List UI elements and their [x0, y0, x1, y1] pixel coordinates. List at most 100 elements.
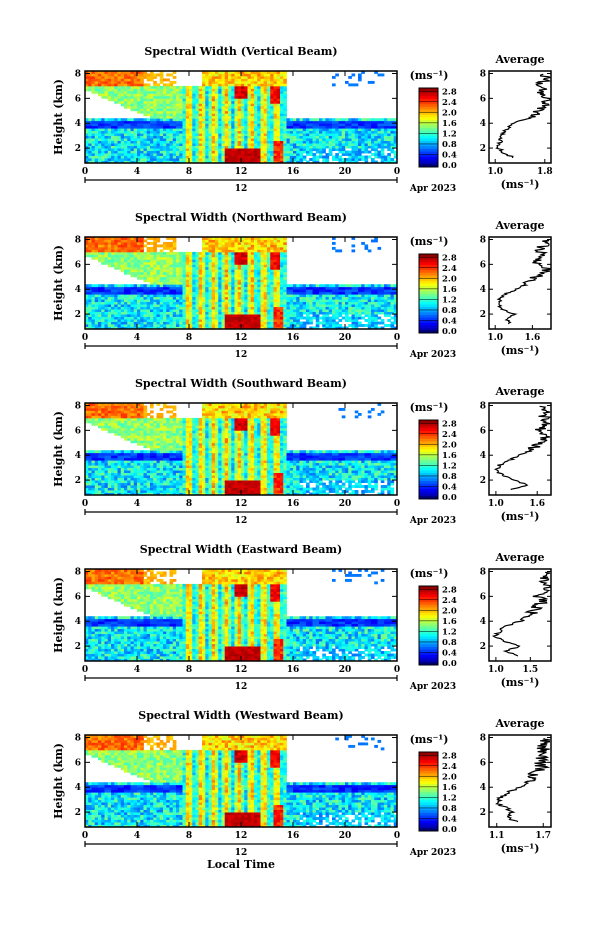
- heatmap-cell: [293, 148, 297, 151]
- heatmap-cell: [241, 244, 245, 248]
- heatmap-cell: [273, 105, 278, 109]
- heatmap-cell: [211, 306, 216, 310]
- heatmap-cell: [169, 108, 174, 112]
- heatmap-cell: [224, 88, 229, 92]
- heatmap-cell: [299, 153, 304, 156]
- heatmap-cell: [270, 239, 274, 243]
- heatmap-cell: [94, 75, 99, 79]
- heatmap-cell: [215, 143, 219, 146]
- heatmap-cell: [354, 158, 359, 161]
- heatmap-cell: [254, 130, 258, 134]
- heatmap-cell: [390, 123, 395, 127]
- heatmap-cell: [124, 261, 128, 265]
- heatmap-cell: [182, 113, 187, 117]
- heatmap-cell: [228, 306, 232, 310]
- heatmap-cell: [244, 80, 248, 84]
- heatmap-cell: [137, 148, 141, 151]
- heatmap-cell: [137, 266, 141, 270]
- heatmap-cell: [241, 246, 245, 250]
- heatmap-cell: [91, 294, 96, 298]
- heatmap-cell: [117, 93, 122, 97]
- heatmap-cell: [283, 276, 287, 280]
- heatmap-cell: [198, 304, 203, 308]
- heatmap-cell: [163, 281, 167, 285]
- heatmap-cell: [211, 158, 216, 161]
- heatmap-cell: [94, 314, 99, 317]
- heatmap-cell: [172, 150, 177, 154]
- heatmap-cell: [101, 95, 105, 99]
- heatmap-cell: [192, 138, 196, 142]
- heatmap-cell: [276, 284, 281, 288]
- heatmap-cell: [192, 108, 196, 112]
- heatmap-cell: [231, 133, 235, 137]
- heatmap-cell: [319, 138, 323, 142]
- heatmap-cell: [228, 319, 232, 322]
- heatmap-cell: [140, 123, 144, 127]
- heatmap-cell: [195, 291, 200, 295]
- heatmap-cell: [185, 130, 190, 134]
- heatmap-cell: [296, 289, 300, 293]
- heatmap-cell: [98, 93, 102, 97]
- heatmap-cell: [198, 291, 203, 295]
- heatmap-cell: [192, 324, 196, 327]
- heatmap-cell: [111, 153, 115, 156]
- heatmap-cell: [215, 274, 219, 278]
- heatmap-cell: [302, 128, 307, 132]
- heatmap-cell: [351, 158, 356, 161]
- heatmap-cell: [192, 143, 196, 146]
- heatmap-cell: [270, 256, 274, 260]
- heatmap-cell: [267, 95, 271, 99]
- heatmap-cell: [176, 140, 180, 144]
- heatmap-cell: [205, 241, 209, 245]
- heatmap-cell: [260, 150, 265, 154]
- heatmap-cell: [332, 148, 336, 151]
- heatmap-cell: [302, 158, 307, 161]
- heatmap-cell: [185, 118, 190, 122]
- heatmap-cell: [364, 158, 369, 161]
- heatmap-cell: [107, 118, 112, 122]
- x-tick-label: 4: [134, 167, 140, 177]
- heatmap-cell: [257, 299, 261, 303]
- heatmap-cell: [260, 324, 265, 327]
- heatmap-cell: [182, 120, 187, 124]
- heatmap-cell: [293, 140, 297, 144]
- heatmap-cell: [117, 241, 122, 245]
- heatmap-cell: [293, 304, 297, 308]
- heatmap-cell: [328, 118, 333, 122]
- colorbar-swatch: [419, 151, 438, 155]
- heatmap-cell: [276, 80, 281, 84]
- heatmap-cell: [364, 148, 369, 151]
- heatmap-cell: [241, 158, 245, 161]
- heatmap-cell: [280, 100, 284, 104]
- heatmap-cell: [202, 301, 206, 305]
- heatmap-cell: [234, 276, 239, 280]
- heatmap-cell: [276, 85, 281, 89]
- heatmap-cell: [114, 118, 118, 122]
- heatmap-cell: [172, 105, 177, 109]
- heatmap-cell: [195, 140, 200, 144]
- heatmap-cell: [224, 237, 229, 240]
- heatmap-cell: [322, 148, 326, 151]
- colorbar-swatch: [419, 164, 438, 168]
- heatmap-cell: [263, 289, 268, 293]
- heatmap-cell: [211, 296, 216, 300]
- heatmap-cell: [247, 237, 252, 240]
- heatmap-cell: [234, 83, 239, 87]
- heatmap-cell: [267, 239, 271, 243]
- heatmap-cell: [195, 259, 200, 263]
- heatmap-cell: [237, 138, 242, 142]
- heatmap-cell: [143, 130, 148, 134]
- heatmap-cell: [224, 155, 229, 159]
- heatmap-cell: [289, 326, 294, 330]
- heatmap-cell: [172, 241, 177, 245]
- heatmap-cell: [228, 100, 232, 104]
- heatmap-cell: [228, 291, 232, 295]
- heatmap-cell: [198, 251, 203, 255]
- heatmap-cell: [169, 140, 174, 144]
- heatmap-cell: [88, 244, 92, 248]
- heatmap-cell: [280, 249, 284, 253]
- heatmap-cell: [234, 264, 239, 268]
- heatmap-cell: [104, 138, 109, 142]
- heatmap-cell: [182, 153, 187, 156]
- heatmap-cell: [98, 160, 102, 164]
